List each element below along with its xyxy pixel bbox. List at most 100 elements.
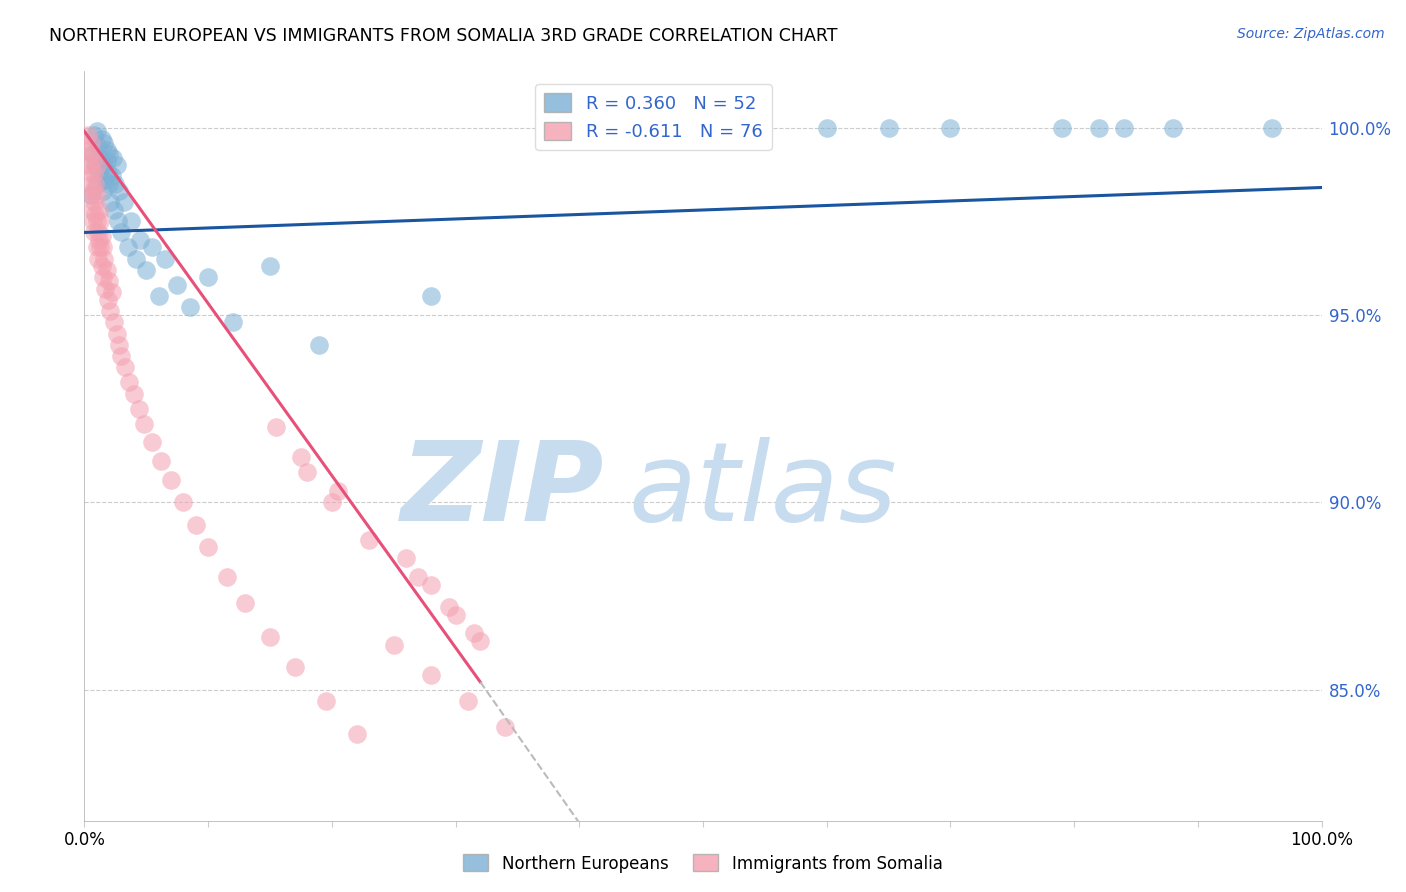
Point <box>439 600 461 615</box>
Point <box>444 607 467 622</box>
Point <box>215 570 238 584</box>
Point <box>83 128 105 142</box>
Point <box>108 338 131 352</box>
Point <box>114 360 136 375</box>
Point <box>80 177 103 191</box>
Point <box>150 454 173 468</box>
Point <box>89 151 111 165</box>
Point <box>315 694 337 708</box>
Point <box>419 577 441 591</box>
Point <box>321 495 343 509</box>
Point <box>86 214 108 228</box>
Point <box>83 195 105 210</box>
Point <box>79 165 101 179</box>
Point <box>90 229 112 244</box>
Point <box>419 289 441 303</box>
Point <box>86 124 108 138</box>
Point <box>103 202 125 217</box>
Point <box>939 120 962 135</box>
Point <box>153 252 176 266</box>
Point <box>103 315 125 329</box>
Point <box>89 165 111 179</box>
Point <box>166 277 188 292</box>
Point <box>259 259 281 273</box>
Point <box>197 270 219 285</box>
Point <box>98 274 121 288</box>
Point <box>87 226 110 240</box>
Point <box>101 151 124 165</box>
Point <box>1050 120 1073 135</box>
Point <box>84 158 107 172</box>
Point <box>89 233 111 247</box>
Point <box>132 417 155 431</box>
Point <box>148 289 170 303</box>
Point <box>877 120 900 135</box>
Point <box>100 169 122 184</box>
Point <box>105 158 128 172</box>
Point <box>84 177 107 191</box>
Point <box>125 252 148 266</box>
Point <box>90 259 112 273</box>
Point <box>83 226 105 240</box>
Point <box>110 349 132 363</box>
Point <box>815 120 838 135</box>
Point <box>82 184 104 198</box>
Point <box>326 483 349 498</box>
Point <box>308 338 330 352</box>
Point <box>179 301 201 315</box>
Point <box>96 143 118 157</box>
Point <box>395 551 418 566</box>
Point <box>98 304 121 318</box>
Point <box>233 596 256 610</box>
Point <box>89 240 111 254</box>
Point <box>457 694 479 708</box>
Point <box>295 465 318 479</box>
Point <box>118 376 141 390</box>
Point <box>98 195 121 210</box>
Point <box>91 240 114 254</box>
Point <box>112 195 135 210</box>
Point <box>93 136 115 150</box>
Point <box>90 132 112 146</box>
Point <box>284 660 307 674</box>
Point <box>86 177 108 191</box>
Point <box>79 158 101 172</box>
Legend: Northern Europeans, Immigrants from Somalia: Northern Europeans, Immigrants from Soma… <box>457 847 949 880</box>
Point <box>129 233 152 247</box>
Point <box>97 293 120 307</box>
Text: ZIP: ZIP <box>401 437 605 544</box>
Point <box>1261 120 1284 135</box>
Point <box>346 727 368 741</box>
Point <box>80 146 103 161</box>
Point <box>79 188 101 202</box>
Point <box>357 533 380 547</box>
Point <box>87 139 110 153</box>
Point <box>94 282 117 296</box>
Point <box>108 184 131 198</box>
Point <box>82 146 104 161</box>
Point <box>105 326 128 341</box>
Point <box>120 214 142 228</box>
Point <box>98 177 121 191</box>
Point <box>86 188 108 202</box>
Point <box>259 630 281 644</box>
Point <box>382 638 405 652</box>
Point <box>222 315 245 329</box>
Point <box>84 207 107 221</box>
Point <box>104 177 127 191</box>
Text: Source: ZipAtlas.com: Source: ZipAtlas.com <box>1237 27 1385 41</box>
Point <box>86 240 108 254</box>
Point <box>110 226 132 240</box>
Point <box>93 252 115 266</box>
Point <box>290 450 312 465</box>
Point <box>172 495 194 509</box>
Point <box>264 420 287 434</box>
Point <box>94 173 117 187</box>
Point <box>463 626 485 640</box>
Point <box>97 165 120 179</box>
Point <box>83 165 105 179</box>
Point <box>107 214 129 228</box>
Point <box>79 143 101 157</box>
Point <box>197 540 219 554</box>
Text: atlas: atlas <box>628 437 897 544</box>
